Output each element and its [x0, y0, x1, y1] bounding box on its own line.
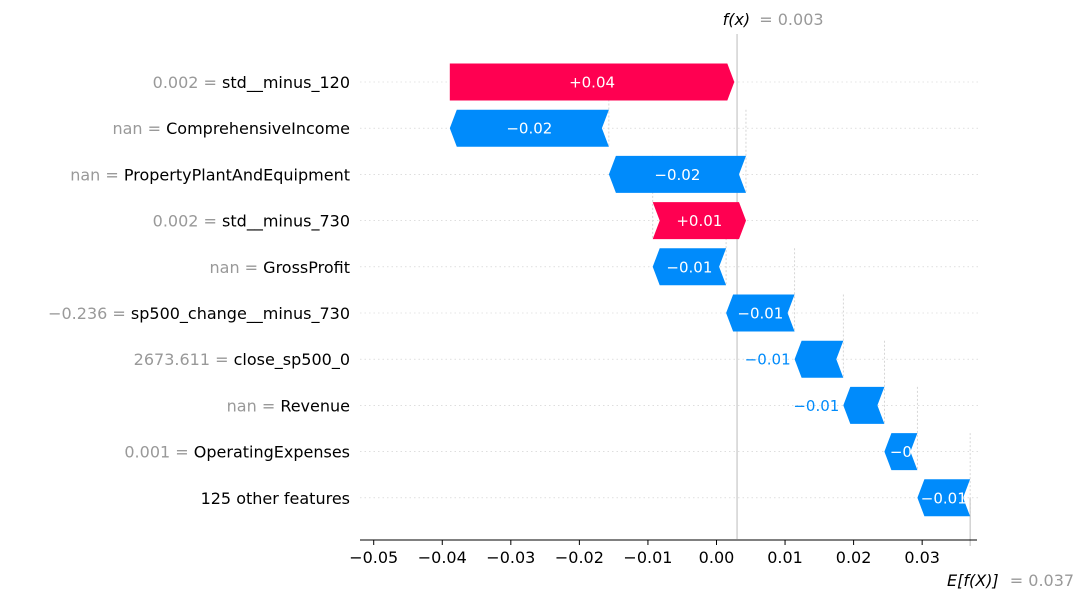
- feature-name: ComprehensiveIncome: [166, 119, 350, 138]
- feature-value: 0.002 =: [153, 73, 222, 92]
- feature-label: 0.002 = std__minus_730: [153, 212, 350, 232]
- bars: +0.04 −0.02 −0.02 +0.01 −0.01 −0.01 −0.01 −0.01…: [449, 63, 971, 517]
- reference-lines: [736, 34, 971, 546]
- negative-contribution-bar: [843, 386, 885, 424]
- x-tick-label: −0.01: [623, 548, 672, 567]
- negative-contribution-bar: [449, 109, 609, 147]
- feature-name: GrossProfit: [263, 258, 350, 277]
- feature-name: OperatingExpenses: [194, 443, 350, 462]
- bar-value-label: −0.01: [745, 351, 791, 369]
- negative-contribution-bar: [794, 340, 844, 378]
- positive-contribution-bar: [652, 202, 746, 240]
- feature-label: 2673.611 = close_sp500_0: [134, 350, 350, 370]
- bar-value-label: −0: [890, 443, 912, 461]
- feature-label: nan = GrossProfit: [210, 258, 351, 277]
- feature-value: 0.001 =: [124, 443, 193, 462]
- expected-value-value: = 0.037: [1010, 571, 1074, 590]
- fx-label: f(x): [723, 10, 751, 29]
- feature-label: nan = ComprehensiveIncome: [112, 119, 350, 138]
- x-tick-label: −0.02: [555, 548, 604, 567]
- x-tick-label: 0.02: [836, 548, 872, 567]
- x-tick-label: −0.04: [418, 548, 467, 567]
- feature-name: close_sp500_0: [234, 350, 350, 370]
- fx-annotation: f(x) = 0.003: [723, 10, 824, 29]
- feature-label: 125 other features: [201, 489, 350, 508]
- feature-value: nan =: [70, 165, 124, 184]
- row-gridlines: [360, 81, 979, 499]
- feature-name: PropertyPlantAndEquipment: [124, 165, 350, 184]
- feature-name: 125 other features: [201, 489, 350, 508]
- bar-value-label: −0.01: [666, 258, 712, 276]
- feature-value: 0.002 =: [153, 212, 222, 231]
- x-axis: −0.05 −0.04 −0.03 −0.02 −0.01 0.00 0.01 0.02 0.0…: [349, 539, 977, 567]
- feature-value: nan =: [227, 396, 281, 415]
- x-tick-label: 0.03: [904, 548, 940, 567]
- fx-value: = 0.003: [759, 10, 823, 29]
- feature-value: 2673.611 =: [134, 350, 234, 369]
- negative-contribution-bar: [608, 155, 746, 193]
- x-tick-label: 0.01: [767, 548, 803, 567]
- x-tick-label: 0.00: [699, 548, 735, 567]
- bar-connectors: [608, 63, 971, 517]
- negative-contribution-bar: [917, 479, 971, 517]
- feature-label: nan = Revenue: [227, 396, 350, 415]
- feature-value: −0.236 =: [48, 304, 131, 323]
- expected-value-annotation: E[f(X)] = 0.037: [947, 571, 1074, 590]
- feature-name: std__minus_730: [222, 212, 350, 232]
- bar-value-label: −0.02: [506, 120, 552, 138]
- feature-value: nan =: [112, 119, 166, 138]
- bar-value-label: +0.04: [569, 74, 615, 92]
- feature-label: 0.001 = OperatingExpenses: [124, 443, 350, 462]
- feature-name: Revenue: [280, 396, 350, 415]
- expected-value-label: E[f(X)]: [947, 571, 999, 590]
- bar-value-label: −0.01: [737, 305, 783, 323]
- negative-contribution-bar: [652, 248, 727, 286]
- bar-value-label: −0.02: [654, 166, 700, 184]
- positive-contribution-bar: [449, 63, 735, 101]
- bar-value-label: −0.01: [921, 489, 967, 507]
- x-tick-label: −0.05: [349, 548, 398, 567]
- feature-label: −0.236 = sp500_change__minus_730: [48, 304, 350, 324]
- x-tick-label: −0.03: [486, 548, 535, 567]
- feature-label: nan = PropertyPlantAndEquipment: [70, 165, 350, 184]
- feature-name: sp500_change__minus_730: [131, 304, 350, 324]
- bar-value-label: +0.01: [676, 212, 722, 230]
- negative-contribution-bar: [884, 433, 918, 471]
- feature-label: 0.002 = std__minus_120: [153, 73, 350, 93]
- bar-value-label: −0.01: [793, 397, 839, 415]
- negative-contribution-bar: [726, 294, 795, 332]
- feature-value: nan =: [210, 258, 264, 277]
- feature-name: std__minus_120: [222, 73, 350, 93]
